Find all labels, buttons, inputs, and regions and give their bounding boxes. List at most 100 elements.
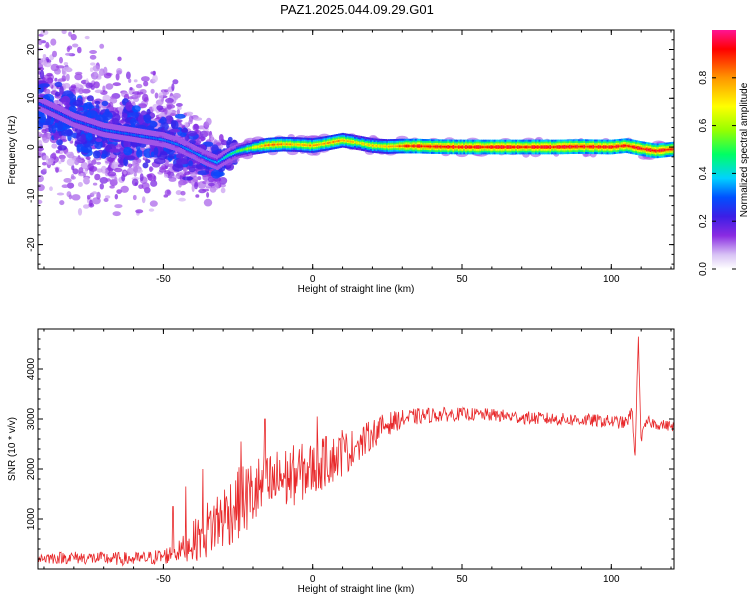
- spectrogram-cell: [109, 148, 121, 153]
- spectrogram-cell: [112, 130, 115, 133]
- spectrogram-cell: [402, 145, 405, 147]
- spectrogram-cell: [42, 104, 45, 107]
- spectrogram-cell: [135, 134, 138, 137]
- spectrogram-cell: [56, 192, 65, 196]
- spectrogram-cell: [185, 111, 194, 116]
- spectrogram-cell: [164, 107, 168, 116]
- spectrogram-cell: [386, 145, 389, 148]
- spectrogram-cell: [96, 161, 102, 165]
- spectrogram-cell: [137, 91, 144, 95]
- spectrogram-cell: [53, 12, 59, 17]
- spectrogram-cell: [74, 73, 83, 81]
- spectrogram-cell: [217, 160, 221, 163]
- spectrogram-cell: [552, 146, 556, 148]
- spectrogram-cell: [45, 132, 51, 139]
- spectrogram-cell: [133, 79, 138, 83]
- spectrogram-cell: [181, 128, 189, 133]
- spectrogram-cell: [307, 144, 310, 147]
- spectrogram-cell: [422, 145, 425, 148]
- spectrogram-cell: [39, 113, 46, 123]
- spectrogram-cell: [166, 104, 172, 110]
- spectrogram-cell: [202, 188, 210, 192]
- spectrogram-cell: [58, 112, 61, 115]
- spectrogram-cell: [178, 197, 186, 202]
- spectrogram-cell: [468, 146, 472, 148]
- spectrogram-cell: [53, 100, 59, 105]
- spectrogram-cell: [47, 107, 51, 109]
- spectrogram-cell: [615, 145, 619, 148]
- spectrogram-cell: [151, 137, 155, 139]
- spectrogram-cell: [111, 113, 121, 123]
- spectrogram-cell: [397, 145, 400, 148]
- spectrogram-cell: [633, 146, 637, 149]
- spectrogram-cell: [515, 146, 518, 148]
- spectrogram-cell: [169, 141, 173, 143]
- spectrogram-cell: [216, 161, 219, 164]
- spectrogram-cell: [65, 73, 70, 82]
- spectrogram-cell: [406, 145, 409, 147]
- spectrogram-cell: [492, 146, 495, 148]
- spectrogram-cell: [131, 105, 141, 113]
- spectrogram-cell: [411, 145, 414, 147]
- spectrogram-cell: [210, 134, 214, 141]
- spectrogram-cell: [66, 158, 76, 167]
- spectrogram-cell: [416, 145, 420, 147]
- spectrogram-cell: [508, 146, 511, 148]
- spectrogram-cell: [150, 151, 155, 158]
- spectrogram-cell: [96, 127, 99, 129]
- spectrogram-cell: [92, 65, 101, 72]
- spectrogram-cell: [577, 145, 581, 148]
- spectrogram-cell: [71, 194, 81, 201]
- spectrogram-cell: [66, 46, 71, 52]
- spectrogram-cell: [130, 118, 137, 126]
- spectrogram-cell: [226, 154, 230, 157]
- spectrogram-cell: [148, 136, 151, 139]
- spectrogram-y-tick-label: 20: [26, 44, 37, 56]
- spectrogram-cell: [404, 145, 407, 147]
- spectrogram-cell: [82, 176, 90, 184]
- spectrogram-y-axis-label: Frequency (Hz): [7, 116, 18, 185]
- spectrogram-cell: [364, 143, 368, 146]
- spectrogram-cell: [642, 148, 645, 150]
- spectrogram-cell: [531, 146, 534, 148]
- spectrogram-cell: [644, 148, 647, 151]
- spectrogram-cell: [287, 143, 291, 146]
- spectrogram-cell: [363, 143, 366, 145]
- spectrogram-cell: [86, 110, 98, 119]
- spectrogram-cell: [635, 146, 638, 149]
- spectrogram-cell: [197, 165, 206, 170]
- spectrogram-cell: [554, 146, 558, 148]
- spectrogram-cell: [94, 89, 103, 94]
- spectrogram-cell: [110, 130, 113, 133]
- spectrogram-cell: [543, 146, 547, 148]
- spectrogram-cell: [194, 181, 199, 190]
- spectrogram-cell: [74, 140, 84, 145]
- snr-x-tick-label: -50: [156, 574, 171, 585]
- spectrogram-cell: [94, 126, 97, 129]
- spectrogram-cell: [74, 120, 78, 122]
- spectrogram-cell: [472, 146, 475, 148]
- spectrogram-cell: [138, 184, 144, 190]
- snr-y-tick-label: 2000: [26, 457, 37, 480]
- spectrogram-cell: [504, 146, 508, 148]
- spectrogram-cell: [440, 145, 443, 148]
- spectrogram-cell: [549, 146, 552, 148]
- spectrogram-x-axis-label: Height of straight line (km): [298, 284, 415, 295]
- spectrogram-cell: [72, 168, 79, 175]
- spectrogram-cell: [142, 135, 146, 138]
- spectrogram-cell: [660, 149, 663, 152]
- snr-plot-area: [38, 336, 674, 567]
- spectrogram-cell: [320, 143, 323, 146]
- spectrogram-cell: [493, 146, 497, 148]
- spectrogram-cell: [671, 148, 674, 151]
- spectrogram-cell: [612, 146, 615, 148]
- spectrogram-cell: [76, 120, 79, 123]
- spectrogram-cell: [96, 168, 103, 173]
- spectrogram-cell: [533, 146, 536, 148]
- spectrogram-cell: [183, 147, 187, 149]
- spectrogram-cell: [188, 160, 194, 167]
- spectrogram-cell: [574, 145, 577, 148]
- spectrogram-cell: [246, 147, 250, 150]
- spectrogram-cell: [436, 145, 439, 148]
